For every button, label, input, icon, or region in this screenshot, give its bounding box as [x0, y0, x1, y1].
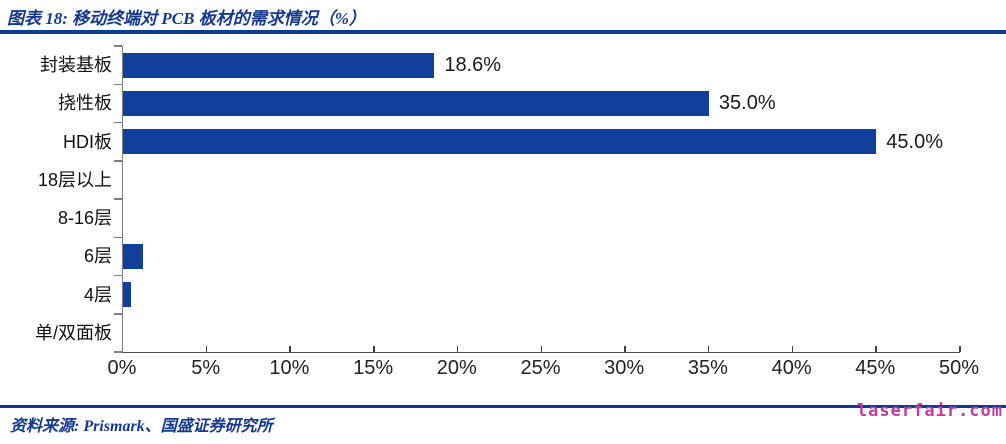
x-axis-tick-label: 25%: [520, 357, 561, 379]
bar: [123, 243, 144, 269]
x-axis-tick: [205, 346, 208, 352]
y-axis-label: HDI板: [63, 131, 112, 152]
x-axis-tick: [875, 346, 877, 352]
watermark-text: laserfair.com: [856, 401, 1003, 421]
y-axis-tick: [114, 236, 122, 238]
bar: [123, 282, 132, 308]
y-axis-label: 18层以上: [37, 169, 112, 190]
bar: [123, 90, 709, 116]
x-axis-tick-label: 0%: [107, 357, 137, 379]
bar-value-label: 45.0%: [886, 130, 944, 153]
x-axis-tick: [959, 346, 961, 352]
y-axis-tick: [114, 45, 122, 47]
x-axis-tick-label: 20%: [436, 357, 477, 379]
x-axis-tick-label: 15%: [353, 357, 394, 379]
x-axis-tick: [540, 346, 542, 352]
x-axis-tick-label: 45%: [855, 357, 896, 379]
y-axis-tick: [114, 83, 122, 85]
plot-area: 18.6% 35.0% 45.0%: [114, 45, 961, 353]
x-axis-tick: [289, 346, 291, 352]
y-axis-label: 单/双面板: [34, 322, 112, 343]
y-axis-tick: [114, 160, 122, 162]
x-axis-tick: [456, 346, 459, 352]
bar: [123, 129, 877, 155]
y-axis-tick: [114, 274, 122, 277]
bottom-divider-rule: [0, 405, 1006, 408]
x-axis-tick-label: 30%: [604, 357, 645, 379]
y-axis-label: 8-16层: [57, 208, 112, 228]
x-axis-tick-label: 35%: [687, 357, 728, 379]
bar-value-label: 35.0%: [718, 92, 776, 115]
y-axis-tick: [114, 313, 122, 315]
y-axis-label: 挠性板: [58, 93, 112, 114]
x-axis-tick: [791, 346, 794, 352]
y-axis-labels: 封装基板挠性板 HDI板 18层以上 8-16层 6层 4层单/双面板: [0, 46, 112, 352]
y-axis-label: 4层: [83, 284, 112, 305]
bar: [123, 52, 435, 78]
x-axis-tick-label: 5%: [191, 357, 221, 379]
y-axis-label: 6层: [83, 246, 112, 267]
figure-title: 图表 18: 移动终端对 PCB 板材的需求情况（%）: [7, 9, 366, 28]
x-axis-labels: 0% 5% 10% 15% 20% 25% 30% 35% 40% 45% 50%: [108, 357, 979, 383]
top-divider-rule: [0, 30, 1006, 34]
y-axis-tick: [114, 351, 122, 353]
x-axis-tick: [707, 346, 710, 352]
y-axis-tick: [114, 198, 122, 200]
x-axis-tick-label: 10%: [269, 357, 310, 379]
x-axis-tick-label: 50%: [938, 357, 980, 379]
source-note: 资料来源: Prismark、国盛证券研究所: [10, 418, 273, 435]
y-axis-label: 封装基板: [40, 55, 112, 75]
x-axis-tick-label: 40%: [771, 357, 812, 379]
x-axis-tick: [624, 346, 626, 352]
x-axis-tick: [373, 346, 375, 352]
y-axis-tick: [114, 121, 122, 124]
bar-value-label: 18.6%: [444, 54, 502, 76]
